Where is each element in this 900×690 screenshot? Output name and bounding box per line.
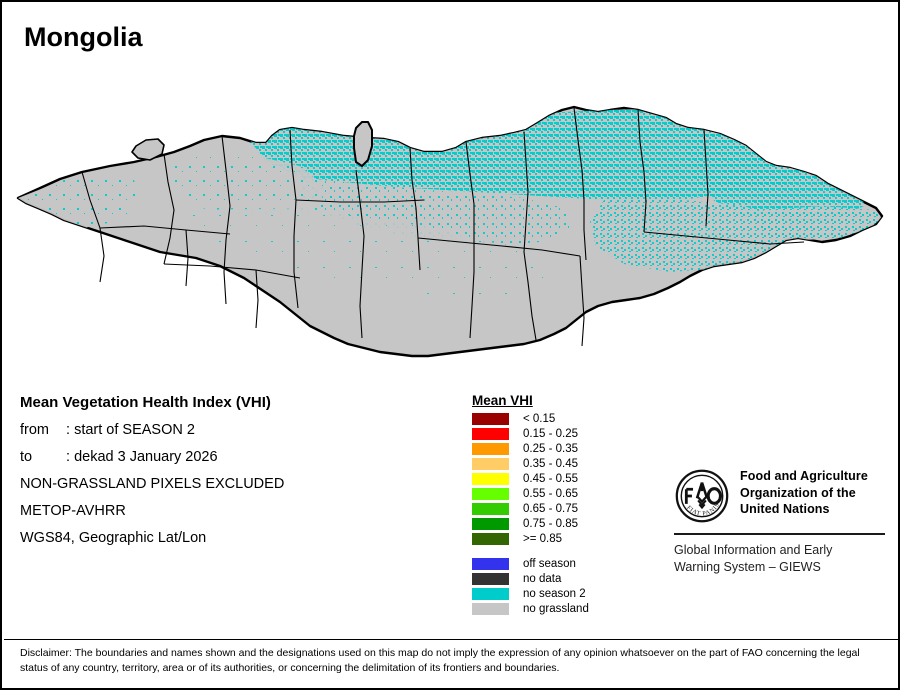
legend-swatch-icon [472,473,509,485]
legend-item-off-season: off season [472,557,589,571]
map-canvas[interactable] [4,50,898,380]
legend: Mean VHI < 0.15 0.15 - 0.25 0.25 - 0.35 … [472,392,589,617]
legend-spacer [472,547,589,557]
legend-item-0: < 0.15 [472,412,589,426]
info-to-value: dekad 3 January 2026 [74,449,218,465]
info-from-sep: : [66,422,71,438]
legend-swatch-icon [472,458,509,470]
info-note-grassland: NON-GRASSLAND PIXELS EXCLUDED [20,476,285,492]
page-title: Mongolia [24,22,143,52]
info-to-sep: : [66,449,71,465]
legend-label: >= 0.85 [523,533,563,545]
legend-label: 0.75 - 0.85 [523,518,578,530]
map-lake-uvs [131,138,165,161]
giews-line-1: Global Information and Early [674,543,833,557]
fao-org-line-3: United Nations [740,502,830,516]
fao-org-line-1: Food and Agriculture [740,469,868,483]
legend-title: Mean VHI [472,393,533,408]
legend-label: < 0.15 [523,413,556,425]
map-info-block: Mean Vegetation Health Index (VHI) from:… [20,394,450,557]
legend-swatch-icon [472,573,509,585]
disclaimer-divider [4,639,898,640]
legend-label: 0.15 - 0.25 [523,428,578,440]
giews-system-name: Global Information and Early Warning Sys… [674,542,889,576]
mongolia-map-svg [16,105,884,358]
info-row-to: to: dekad 3 January 2026 [20,449,450,465]
legend-label: 0.25 - 0.35 [523,443,578,455]
legend-item-4: 0.45 - 0.55 [472,472,589,486]
info-note-projection: WGS84, Geographic Lat/Lon [20,530,207,546]
legend-swatch-icon [472,503,509,515]
legend-item-8: >= 0.85 [472,532,589,546]
legend-swatch-icon [472,488,509,500]
legend-label: 0.45 - 0.55 [523,473,578,485]
fao-logo-icon: FIAT PANIS [675,469,729,523]
legend-label: 0.65 - 0.75 [523,503,578,515]
map-admin-boundaries [81,107,805,347]
legend-label: no data [523,573,562,585]
giews-line-2: Warning System – GIEWS [674,559,821,574]
fao-organization-name: Food and Agriculture Organization of the… [740,468,868,518]
legend-item-3: 0.35 - 0.45 [472,457,589,471]
legend-item-no-data: no data [472,572,589,586]
fao-branding: FIAT PANIS Food and Agriculture Organiza… [674,468,889,576]
legend-item-no-grassland: no grassland [472,602,589,616]
legend-item-2: 0.25 - 0.35 [472,442,589,456]
info-heading: Mean Vegetation Health Index (VHI) [20,394,271,411]
legend-label: 0.55 - 0.65 [523,488,578,500]
legend-swatch-icon [472,428,509,440]
info-from-value: start of SEASON 2 [74,422,195,438]
legend-swatch-icon [472,518,509,530]
info-to-key: to [20,449,33,465]
legend-item-6: 0.65 - 0.75 [472,502,589,516]
map-lake-hovsgol [353,121,373,167]
legend-swatch-icon [472,558,509,570]
legend-item-7: 0.75 - 0.85 [472,517,589,531]
fao-org-line-2: Organization of the [740,485,856,500]
legend-item-1: 0.15 - 0.25 [472,427,589,441]
legend-label: no grassland [523,603,589,615]
legend-label: no season 2 [523,588,586,600]
legend-swatch-icon [472,588,509,600]
legend-swatch-icon [472,603,509,615]
fao-divider [674,533,885,535]
info-from-key: from [20,422,49,438]
legend-swatch-icon [472,443,509,455]
legend-swatch-icon [472,533,509,545]
legend-swatch-icon [472,413,509,425]
legend-item-no-season-2: no season 2 [472,587,589,601]
legend-label: 0.35 - 0.45 [523,458,578,470]
legend-item-5: 0.55 - 0.65 [472,487,589,501]
info-row-from: from: start of SEASON 2 [20,422,450,438]
info-note-sensor: METOP-AVHRR [20,503,126,519]
legend-label: off season [523,558,576,570]
disclaimer-text: Disclaimer: The boundaries and names sho… [20,647,860,674]
